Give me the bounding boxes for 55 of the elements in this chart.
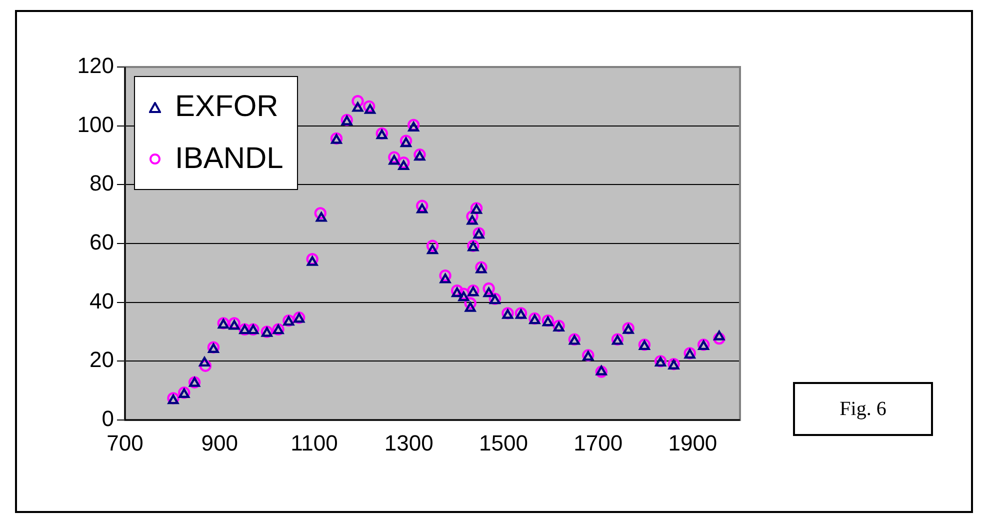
x-tick-label: 1900: [668, 430, 718, 456]
point: [464, 302, 476, 312]
point: [464, 297, 476, 310]
point: [466, 215, 478, 225]
point: [427, 244, 438, 254]
point: [458, 292, 470, 302]
point: [482, 282, 495, 295]
point: [352, 102, 364, 112]
point: [306, 256, 318, 266]
x-tick-label: 1500: [478, 430, 528, 456]
y-tick-label: 0: [102, 406, 114, 432]
point: [466, 210, 478, 223]
x-tick-label: 1100: [290, 430, 338, 456]
legend-label: IBANDL: [175, 142, 284, 176]
legend-label: EXFOR: [175, 90, 278, 124]
point: [363, 100, 376, 113]
x-tick-label: 900: [201, 430, 238, 456]
point: [398, 156, 410, 169]
point: [542, 316, 554, 326]
y-tick-label: 80: [90, 170, 114, 196]
x-tick-label: 700: [106, 430, 144, 456]
y-tick-label: 40: [90, 288, 114, 314]
point: [314, 207, 326, 220]
point: [416, 204, 428, 214]
point: [228, 320, 240, 330]
x-tick-label: 1700: [574, 430, 623, 456]
point: [388, 155, 400, 165]
x-tick-label: 1300: [384, 430, 434, 456]
point: [439, 269, 452, 282]
point: [476, 264, 487, 274]
point: [483, 287, 494, 298]
y-tick-label: 100: [77, 112, 114, 137]
point: [452, 287, 463, 298]
point: [596, 366, 607, 376]
point: [306, 252, 318, 266]
point: [416, 200, 428, 212]
point: [352, 95, 364, 108]
point: [364, 104, 376, 114]
point: [713, 332, 726, 345]
point: [199, 356, 210, 367]
point: [426, 240, 439, 252]
point: [468, 286, 479, 296]
point: [408, 122, 420, 132]
y-tick-label: 20: [90, 347, 114, 372]
point: [440, 274, 451, 284]
y-tick-label: 60: [90, 230, 114, 255]
point: [595, 366, 608, 378]
point: [388, 151, 400, 164]
point: [398, 160, 410, 170]
point: [714, 330, 725, 340]
point: [400, 137, 412, 148]
point: [199, 360, 212, 372]
y-tick-label: 120: [77, 53, 114, 78]
point: [316, 212, 327, 222]
caption: Fig. 6: [793, 382, 933, 436]
